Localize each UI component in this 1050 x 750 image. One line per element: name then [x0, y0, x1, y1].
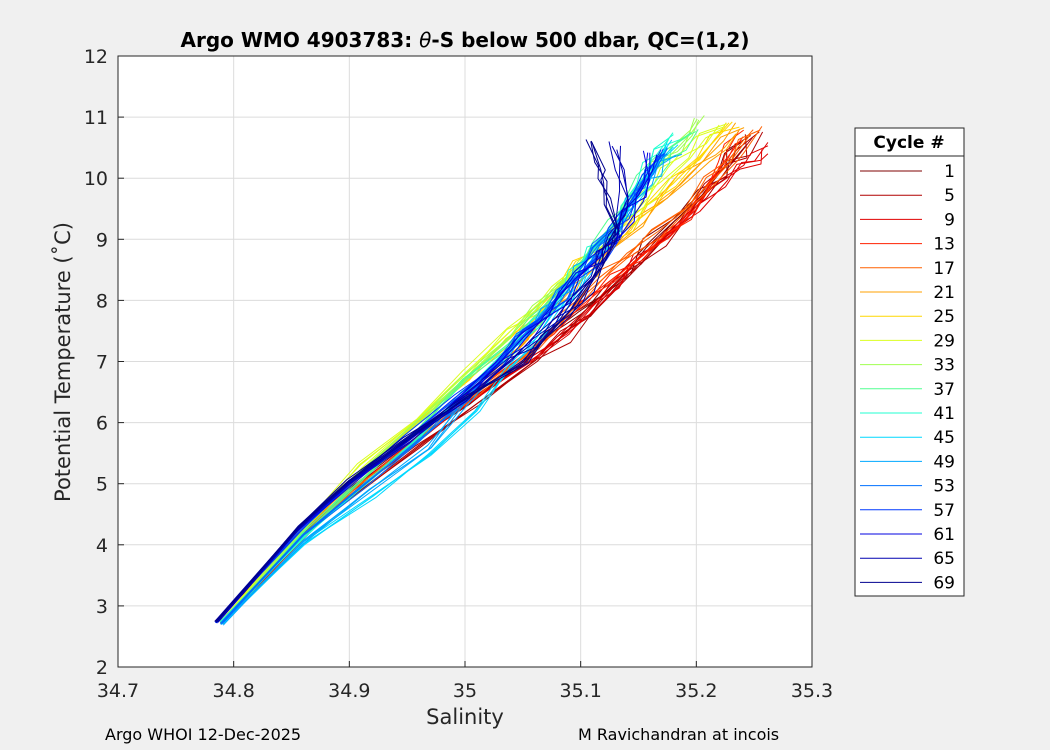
legend-entry-label: 57: [933, 501, 955, 521]
x-tick-label: 35.3: [791, 680, 833, 702]
legend-entry-label: 5: [944, 186, 955, 206]
y-tick-label: 7: [96, 352, 108, 374]
profile-line-cycle-69: [216, 140, 620, 622]
profile-line-cycle-17: [223, 129, 761, 623]
y-tick-label: 4: [96, 535, 108, 557]
legend-entry-label: 29: [933, 331, 955, 351]
legend-entry-label: 21: [933, 283, 955, 303]
y-axis-label: Potential Temperature (˚C): [51, 222, 75, 502]
profile-line-cycle-33: [223, 118, 698, 622]
y-tick-label: 11: [84, 107, 108, 129]
footer-source: Argo WHOI 12-Dec-2025: [105, 725, 302, 744]
y-tick-label: 3: [96, 596, 108, 618]
legend-entry-label: 1: [944, 162, 955, 182]
profile-line-cycle-65: [214, 141, 630, 622]
legend-box: [854, 127, 965, 597]
x-tick-label: 35.2: [675, 680, 717, 702]
y-axis-ticks: 2 3 4 5 6 7 8 9 10 11 12: [84, 46, 124, 679]
x-axis-label: Salinity: [426, 705, 504, 729]
legend-entry-label: 13: [933, 235, 955, 255]
y-tick-label: 9: [96, 229, 108, 251]
legend-title: Cycle #: [873, 133, 944, 153]
x-tick-label: 35.1: [560, 680, 602, 702]
legend-entry-label: 53: [933, 477, 955, 497]
profile-lines: [214, 115, 769, 626]
x-axis-ticks: 34.7 34.8 34.9 35 35.1 35.2 35.3: [97, 661, 833, 702]
legend-entry-label: 9: [944, 210, 955, 230]
legend-entry-label: 49: [933, 452, 955, 472]
y-tick-label: 8: [96, 290, 108, 312]
profile-line-cycle-29: [220, 126, 725, 622]
x-tick-label: 34.8: [213, 680, 255, 702]
x-tick-label: 35: [453, 680, 477, 702]
y-tick-label: 12: [84, 46, 108, 68]
y-tick-label: 5: [96, 474, 108, 496]
y-tick-label: 6: [96, 413, 108, 435]
profile-line-cycle-69: [216, 142, 617, 622]
y-tick-label: 2: [96, 657, 108, 679]
legend-entry-label: 41: [933, 404, 955, 424]
profile-line-cycle-69: [216, 141, 617, 623]
legend-entry-label: 17: [933, 259, 955, 279]
profile-line-cycle-57: [215, 152, 665, 624]
profile-line-cycle-9: [221, 145, 769, 624]
legend-entry-label: 37: [933, 380, 955, 400]
legend-entry-label: 45: [933, 428, 955, 448]
profile-line-cycle-65: [215, 145, 621, 624]
chart-title: Argo WMO 4903783: θ-S below 500 dbar, QC…: [181, 28, 750, 52]
y-tick-label: 10: [84, 168, 108, 190]
legend: Cycle # 1 5 9 13 17 21 25 29 33 37 41 45 49 53 57 61 65 6…: [854, 127, 965, 597]
legend-entry-label: 65: [933, 549, 955, 569]
legend-entry-label: 33: [933, 356, 955, 376]
legend-entry-label: 25: [933, 307, 955, 327]
x-tick-label: 34.9: [328, 680, 370, 702]
x-tick-label: 34.7: [97, 680, 139, 702]
legend-entry-label: 61: [933, 525, 955, 545]
footer-credit: M Ravichandran at incois: [578, 725, 780, 744]
profile-line-cycle-9: [219, 149, 763, 624]
legend-entry-label: 69: [933, 573, 955, 593]
